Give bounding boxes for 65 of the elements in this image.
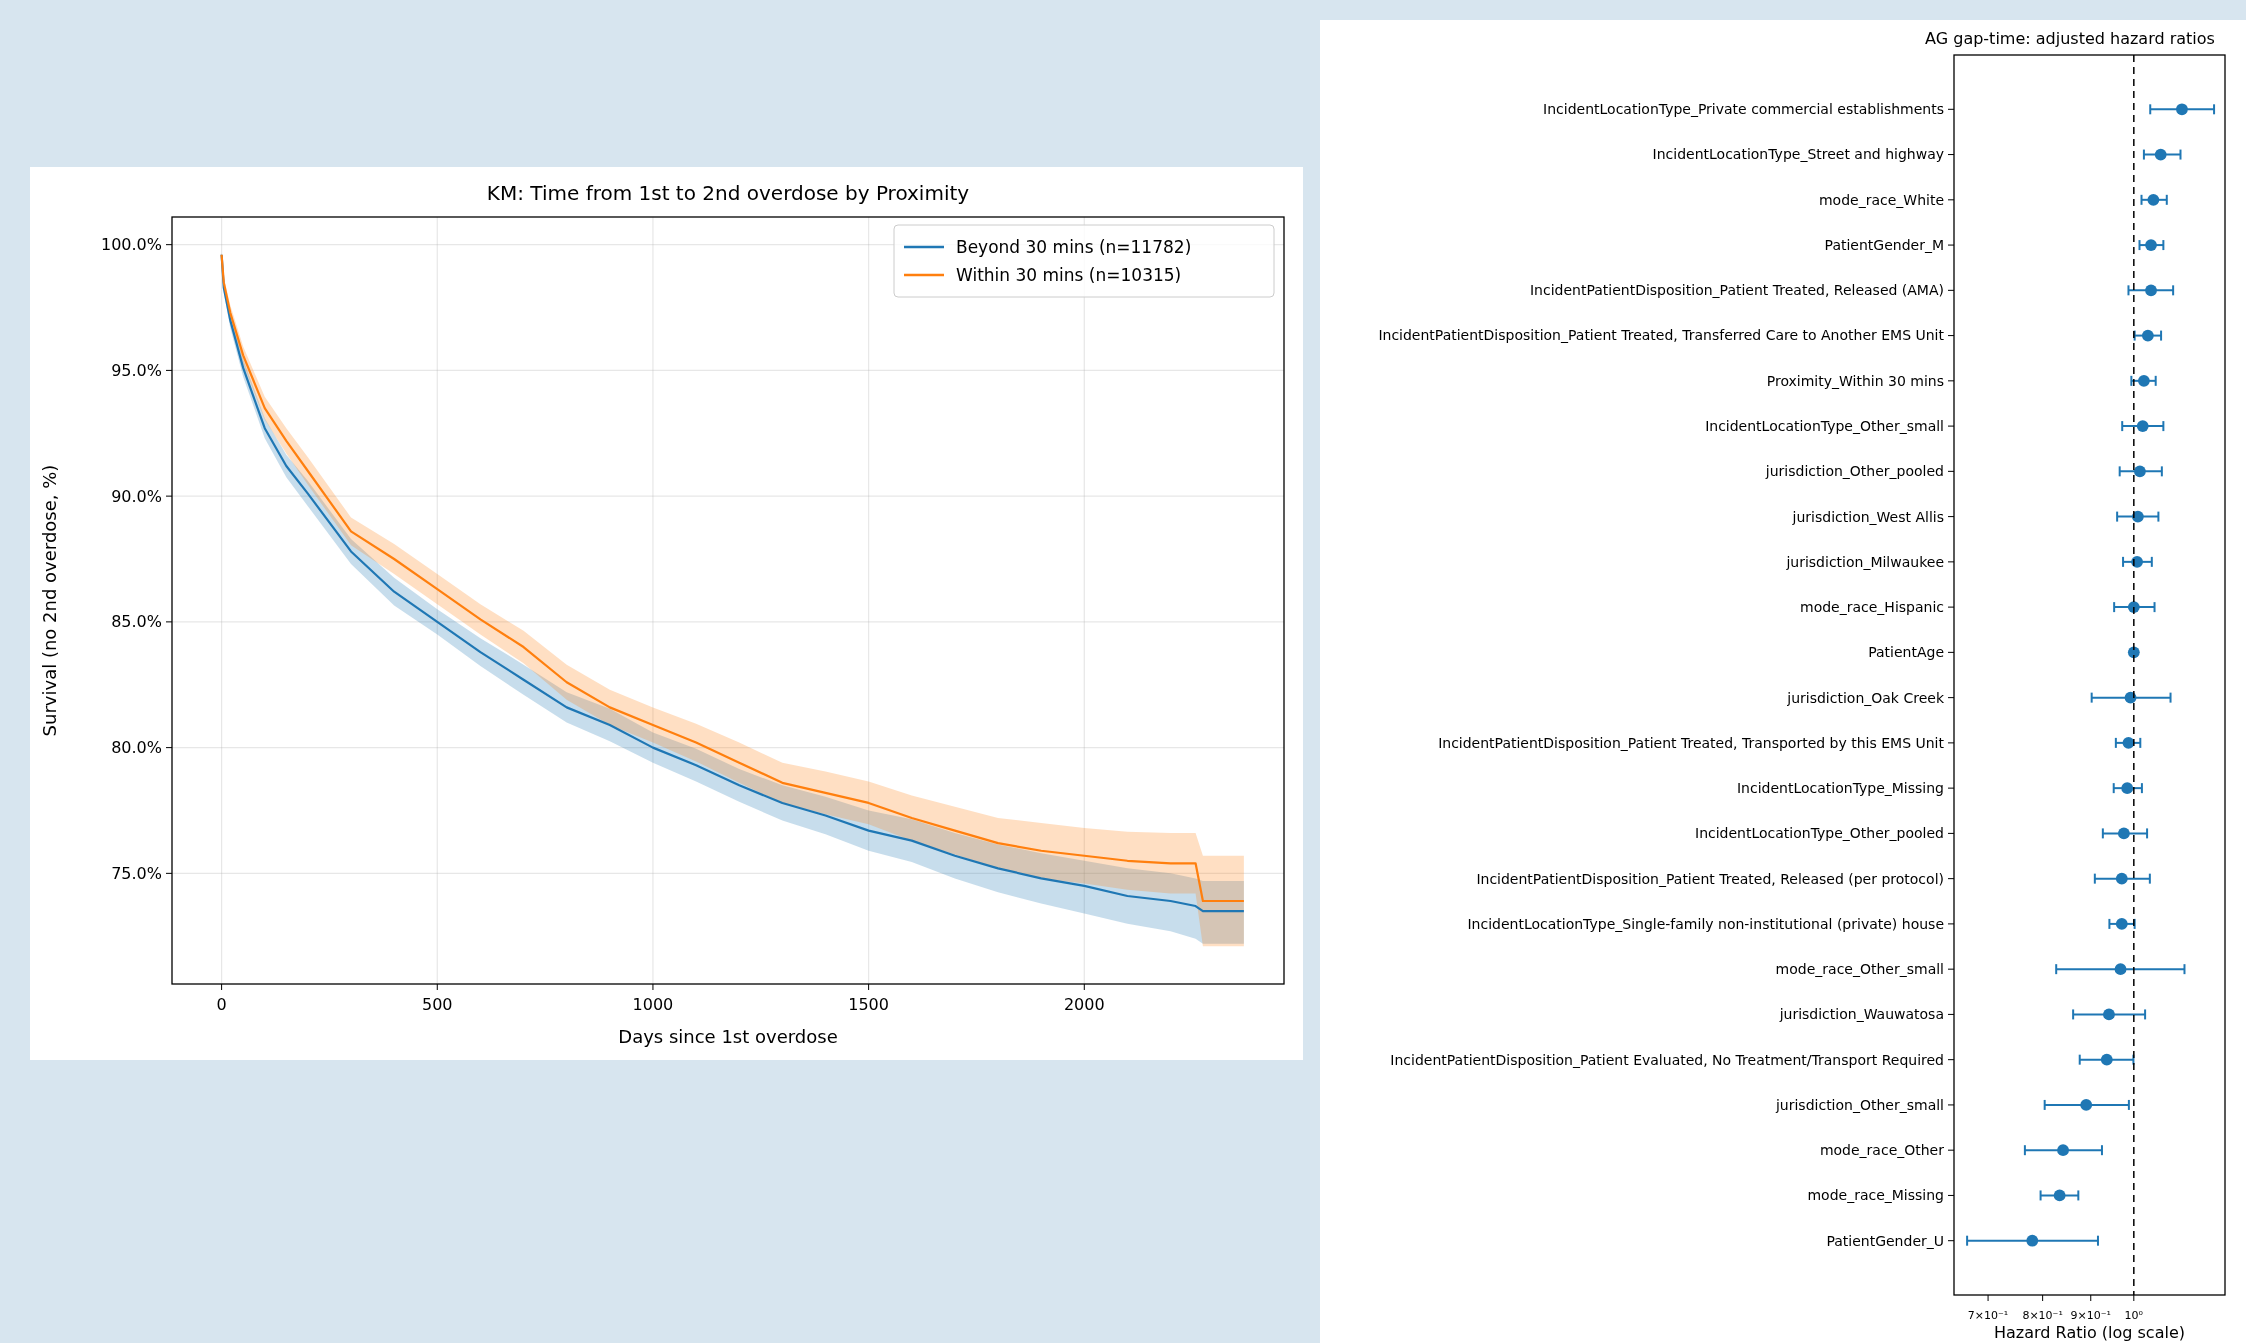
x-tick-label: 7×10⁻¹ [1967, 1309, 2009, 1322]
point [2133, 465, 2146, 478]
x-tick-label: 9×10⁻¹ [2070, 1309, 2111, 1322]
legend-label: Beyond 30 mins (n=11782) [956, 236, 1192, 257]
x-tick-label: 500 [422, 995, 453, 1014]
y-tick-label: IncidentLocationType_Street and highway [1652, 146, 1944, 163]
y-tick-label: PatientGender_M [1824, 236, 1944, 253]
y-tick-label: mode_race_Other_small [1775, 961, 1944, 978]
y-tick-label: 100.0% [100, 235, 162, 255]
x-axis-title: Days since 1st overdose [618, 1026, 838, 1047]
y-tick-label: IncidentLocationType_Other_pooled [1695, 825, 1944, 842]
y-tick-label: IncidentPatientDisposition_Patient Treated, Released (per protocol) [1476, 870, 1944, 887]
point [2100, 1053, 2113, 1066]
point [2121, 782, 2134, 795]
y-tick-label: IncidentLocationType_Other_small [1705, 417, 1944, 434]
point [2137, 374, 2150, 387]
point [2141, 329, 2154, 342]
point [2080, 1099, 2093, 1111]
y-tick-label: 85.0% [111, 612, 162, 632]
point [2154, 148, 2167, 161]
y-tick-label: IncidentLocationType_Private commercial establishments [1543, 101, 1944, 118]
y-tick-label: jurisdiction_Wauwatosa [1778, 1006, 1944, 1023]
chart-title: KM: Time from 1st to 2nd overdose by Proximity [486, 181, 970, 205]
y-tick-label: IncidentLocationType_Missing [1736, 780, 1944, 797]
point [2117, 827, 2130, 840]
point [2122, 736, 2135, 749]
point [2115, 872, 2128, 885]
point [2136, 420, 2149, 432]
x-tick-label: 0 [216, 995, 227, 1014]
y-tick-label: IncidentPatientDisposition_Patient Evaluated, No Treatment/Transport Required [1390, 1051, 1944, 1068]
point [2114, 963, 2127, 976]
x-tick-label: 1500 [848, 995, 889, 1014]
y-tick-label: IncidentPatientDisposition_Patient Treated, Transported by this EMS Unit [1438, 734, 1945, 751]
y-tick-label: PatientGender_U [1826, 1232, 1944, 1249]
x-tick-label: 10⁰ [2124, 1309, 2144, 1322]
point [2145, 284, 2157, 297]
y-tick-label: jurisdiction_Milwaukee [1785, 553, 1944, 570]
y-tick-label: mode_race_Hispanic [1800, 599, 1944, 616]
legend-label: Within 30 mins (n=10315) [956, 264, 1182, 285]
y-tick-label: Proximity_Within 30 mins [1766, 372, 1944, 389]
y-tick-label: jurisdiction_Oak Creek [1786, 689, 1945, 706]
y-tick-label: mode_race_White [1818, 191, 1944, 208]
y-tick-label: IncidentPatientDisposition_Patient Treated, Transferred Care to Another EMS Unit [1378, 327, 1945, 344]
y-tick-label: 95.0% [111, 361, 162, 380]
x-tick-label: 1000 [632, 995, 674, 1014]
point [2147, 193, 2160, 206]
y-tick-label: jurisdiction_Other_small [1774, 1096, 1944, 1113]
y-tick-label: jurisdiction_Other_pooled [1764, 463, 1944, 480]
y-tick-label: 90.0% [111, 486, 162, 506]
y-tick-label: jurisdiction_West Allis [1791, 508, 1944, 525]
y-tick-label: 75.0% [111, 863, 162, 883]
point [2145, 239, 2157, 251]
x-tick-label: 8×10⁻¹ [2022, 1309, 2063, 1322]
y-tick-label: mode_race_Other [1819, 1142, 1945, 1159]
point [2103, 1008, 2115, 1021]
y-tick-label: 80.0% [111, 738, 162, 758]
y-tick-label: IncidentPatientDisposition_Patient Treated, Released (AMA) [1529, 282, 1944, 299]
y-tick-label: PatientAge [1868, 644, 1944, 661]
y-tick-label: mode_race_Missing [1807, 1187, 1944, 1204]
point [2115, 918, 2128, 930]
x-tick-label: 2000 [1063, 995, 1105, 1014]
y-axis-title: Survival (no 2nd overdose, %) [39, 464, 60, 737]
x-axis-title: Hazard Ratio (log scale) [1994, 1323, 2185, 1342]
y-tick-label: IncidentLocationType_Single-family non-institutional (private) house [1467, 915, 1944, 932]
chart-title: AG gap-time: adjusted hazard ratios [1925, 29, 2215, 48]
